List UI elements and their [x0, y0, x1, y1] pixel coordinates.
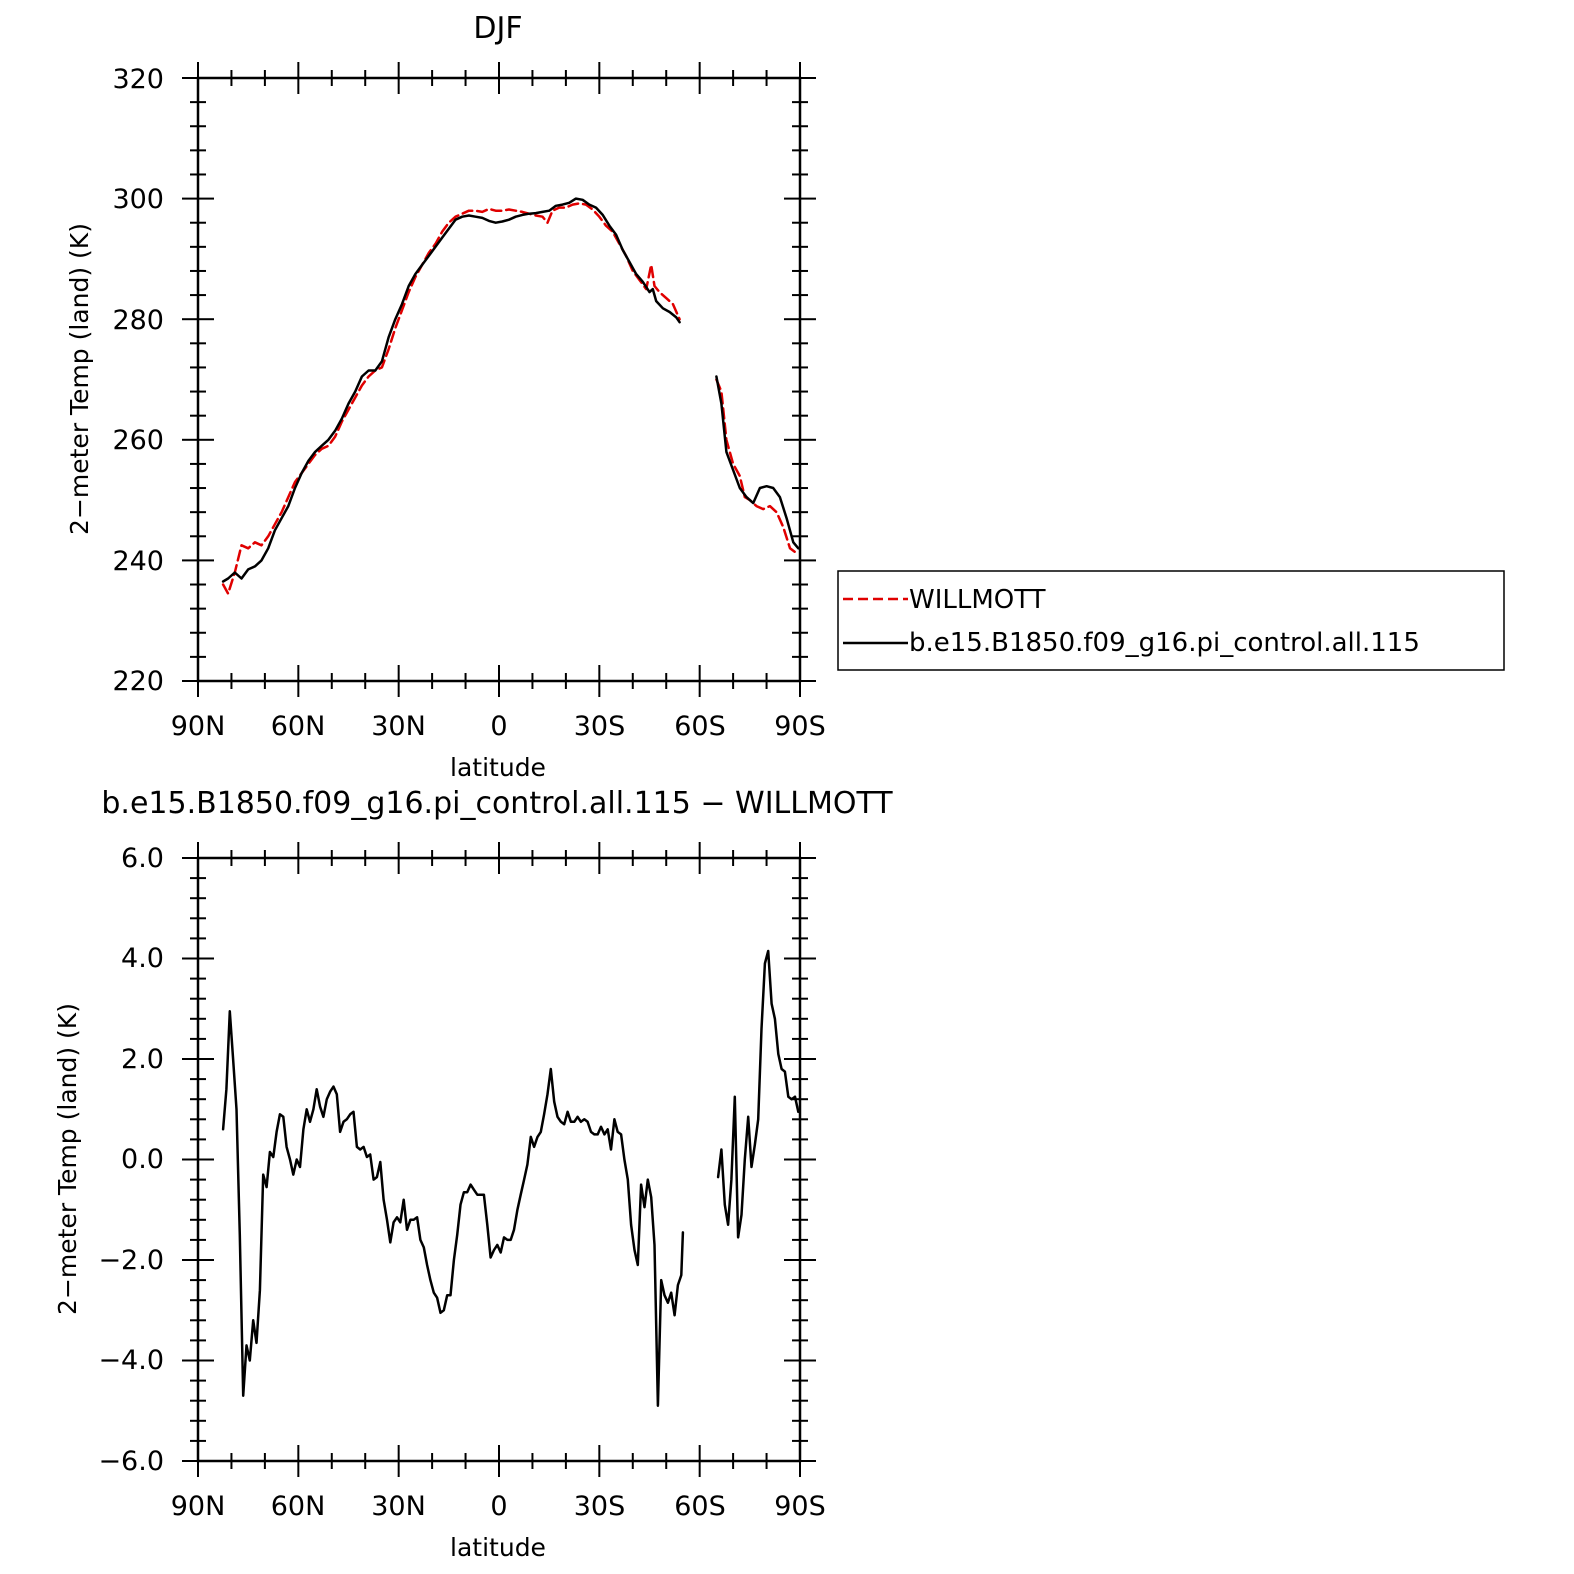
bottom-y-tick-label: −6.0: [98, 1446, 164, 1477]
top-x-tick-label: 60S: [674, 711, 726, 742]
bottom-y-tick-label: 0.0: [121, 1144, 164, 1175]
top-x-tick-label: 90S: [774, 711, 826, 742]
top-x-tick-label: 60N: [271, 711, 326, 742]
top-series-0-segment-0: [221, 202, 681, 595]
legend-willmott-label: WILLMOTT: [909, 585, 1046, 615]
top-chart-series: [221, 197, 800, 595]
bottom-axis-ticks: [182, 842, 816, 1477]
top-series-0-segment-1: [715, 378, 800, 556]
bottom-y-tick-label: 4.0: [121, 943, 164, 974]
bottom-chart-title: b.e15.B1850.f09_g16.pi_control.all.115 −…: [101, 786, 893, 821]
bottom-y-tick-label: 2.0: [121, 1044, 164, 1075]
bottom-y-tick-label: −2.0: [98, 1245, 164, 1276]
bottom-x-tick-label: 0: [490, 1491, 507, 1522]
legend-model-label: b.e15.B1850.f09_g16.pi_control.all.115: [909, 628, 1420, 658]
legend-box: [837, 570, 1505, 671]
top-axis-ticks: [182, 62, 816, 697]
legend: WILLMOTT b.e15.B1850.f09_g16.pi_control.…: [837, 570, 1505, 671]
top-y-tick-label: 320: [112, 64, 164, 95]
bottom-x-tick-label: 30S: [574, 1491, 626, 1522]
top-y-tick-label: 300: [112, 184, 164, 215]
top-y-tick-label: 240: [112, 546, 164, 577]
top-x-tick-label: 0: [490, 711, 507, 742]
top-x-tick-label: 30S: [574, 711, 626, 742]
top-x-tick-label: 30N: [371, 711, 426, 742]
top-x-axis-title: latitude: [450, 753, 546, 782]
top-y-tick-label: 220: [112, 666, 164, 697]
bottom-x-tick-label: 60N: [271, 1491, 326, 1522]
bottom-series-0-segment-1: [716, 949, 800, 1239]
top-plot-frame: [196, 76, 802, 683]
bottom-x-tick-label: 30N: [371, 1491, 426, 1522]
bottom-plot-frame: [196, 856, 802, 1463]
top-x-tick-labels: 90N 60N 30N 0 30S 60S 90S: [171, 711, 826, 742]
bottom-x-tick-label: 60S: [674, 1491, 726, 1522]
top-series-1-segment-0: [221, 197, 681, 583]
top-y-tick-label: 280: [112, 305, 164, 336]
top-y-axis-title: 2−meter Temp (land) (K): [65, 223, 94, 535]
bottom-y-tick-labels: −6.0 −4.0 −2.0 0.0 2.0 4.0 6.0: [98, 843, 164, 1477]
bottom-x-tick-label: 90S: [774, 1491, 826, 1522]
top-x-tick-label: 90N: [171, 711, 226, 742]
top-chart-title: DJF: [473, 11, 522, 46]
top-series-1-segment-1: [715, 375, 800, 550]
top-chart: DJF 90N 60N 30N 0 30S 60S 90S 220 240 26…: [65, 11, 1505, 782]
top-y-tick-labels: 220 240 260 280 300 320: [112, 64, 164, 697]
bottom-chart-series: [221, 949, 800, 1407]
bottom-y-axis-title: 2−meter Temp (land) (K): [53, 1003, 82, 1315]
bottom-series-0-segment-0: [221, 1010, 685, 1407]
bottom-x-axis-title: latitude: [450, 1533, 546, 1562]
bottom-chart: b.e15.B1850.f09_g16.pi_control.all.115 −…: [53, 786, 893, 1562]
top-y-tick-label: 260: [112, 425, 164, 456]
bottom-x-tick-labels: 90N 60N 30N 0 30S 60S 90S: [171, 1491, 826, 1522]
bottom-x-tick-label: 90N: [171, 1491, 226, 1522]
bottom-y-tick-label: 6.0: [121, 843, 164, 874]
bottom-y-tick-label: −4.0: [98, 1345, 164, 1376]
